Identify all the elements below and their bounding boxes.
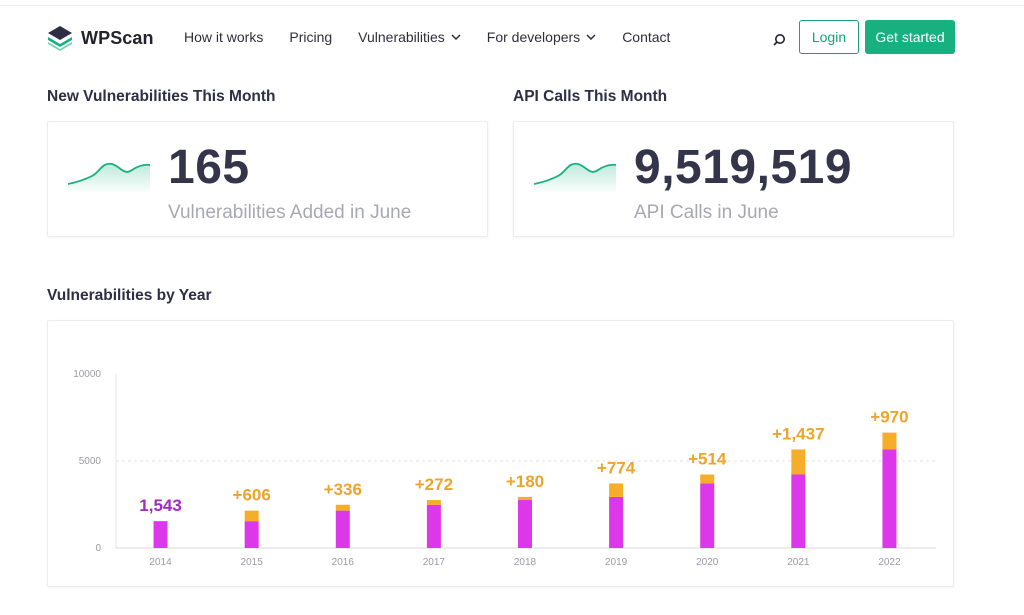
chart-section-title: Vulnerabilities by Year [47,287,212,304]
vulns-caption: Vulnerabilities Added in June [168,202,412,223]
bar-base [244,521,259,548]
bar-base [609,496,624,548]
api-caption: API Calls in June [634,202,779,223]
bar-added [700,474,715,484]
bar-base [518,500,532,548]
main-nav: How it works Pricing Vulnerabilities For… [184,29,670,45]
sparkline-icon [68,162,150,192]
x-tick-label: 2018 [514,557,537,568]
x-tick-label: 2020 [696,557,719,568]
login-button[interactable]: Login [799,20,859,54]
bar-added [518,496,532,501]
bar-value-label: +606 [233,486,271,505]
api-stat-card: 9,519,519 API Calls in June [513,121,954,237]
bar-added [426,500,441,505]
bar-base [335,510,350,548]
bar-value-label: 1,543 [139,496,182,515]
bar-value-label: +336 [324,480,362,499]
nav-vulnerabilities[interactable]: Vulnerabilities [358,29,461,45]
bar-base [700,483,715,548]
y-tick-label: 0 [95,543,101,554]
bar-added [609,483,624,497]
nav-label: Vulnerabilities [358,29,445,45]
bar-value-label: +180 [506,472,544,491]
nav-label: Pricing [289,29,333,45]
vulns-count: 165 [168,141,250,194]
bar-base [153,521,168,548]
x-tick-label: 2019 [605,557,628,568]
bar-added [882,432,897,450]
vulns-stat-card: 165 Vulnerabilities Added in June [47,121,488,237]
nav-for-developers[interactable]: For developers [487,29,596,45]
x-tick-label: 2015 [241,557,264,568]
x-tick-label: 2014 [149,557,172,568]
search-icon[interactable] [771,32,787,48]
bar-value-label: +1,437 [772,424,824,443]
site-header: WPScan How it works Pricing Vulnerabilit… [0,6,1024,70]
vulns-section-title: New Vulnerabilities This Month [47,88,276,105]
bar-added [791,449,806,475]
y-tick-label: 10000 [73,369,101,380]
brand-logo[interactable]: WPScan [47,24,154,52]
chevron-down-icon [586,34,596,40]
bar-value-label: +774 [597,458,636,477]
bar-base [426,504,441,548]
chevron-down-icon [451,34,461,40]
x-tick-label: 2022 [878,557,901,568]
x-tick-label: 2017 [423,557,446,568]
sparkline-icon [534,162,616,192]
bar-value-label: +514 [688,449,727,468]
y-tick-label: 5000 [79,456,102,467]
wpscan-logo-icon [48,26,72,51]
api-section-title: API Calls This Month [513,88,668,105]
top-border [0,0,1024,6]
chart-card: 0 5000 10000 1,543 2014 +606 2015 +336 2016 +272 2… [47,320,954,587]
get-started-button[interactable]: Get started [865,20,955,54]
nav-label: Contact [622,29,671,45]
x-tick-label: 2016 [332,557,355,568]
api-count: 9,519,519 [634,141,853,194]
nav-how-it-works[interactable]: How it works [184,29,263,45]
nav-contact[interactable]: Contact [622,29,670,45]
x-tick-label: 2021 [787,557,810,568]
bar-added [244,510,259,522]
nav-pricing[interactable]: Pricing [289,29,332,45]
vulnerabilities-bar-chart: 0 5000 10000 1,543 2014 +606 2015 +336 2016 +272 2… [73,369,936,568]
bar-base [791,474,806,548]
bar-value-label: +272 [415,475,453,494]
nav-label: For developers [486,29,581,45]
brand-name: WPScan [81,27,154,48]
bar-base [882,449,897,548]
bar-value-label: +970 [870,408,908,427]
nav-label: How it works [184,29,264,45]
bar-added [335,504,350,511]
